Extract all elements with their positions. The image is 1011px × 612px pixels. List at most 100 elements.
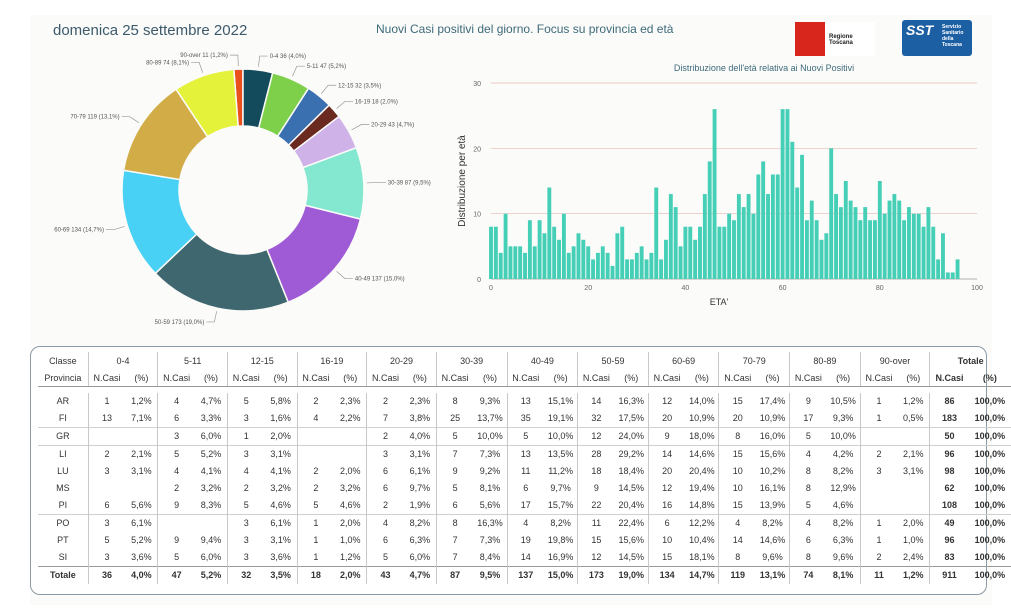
age-bar [872, 220, 877, 279]
age-bar [863, 207, 868, 279]
header-ncasi: N.Casi [227, 369, 265, 387]
pie-leader-line [292, 65, 305, 77]
age-bar [664, 239, 668, 279]
pct-cell: 15,6% [614, 531, 649, 549]
ncasi-cell: 28 [577, 444, 615, 463]
pct-cell: 9,3% [473, 392, 508, 410]
y-tick-label: 0 [477, 277, 481, 284]
age-bar [722, 226, 727, 279]
pct-cell: 3,1% [897, 462, 931, 480]
ncasi-cell: 19 [520, 535, 531, 545]
pct-cell: 9,7% [403, 479, 437, 497]
pct-cell: 14,7% [685, 565, 720, 584]
y-axis-label: Distribuzione per età [457, 135, 468, 227]
header-ncasi-total: N.Casi [929, 369, 969, 387]
pct-cell: 3,3% [194, 409, 228, 427]
ncasi-cell: 5 [174, 552, 180, 562]
age-bar [907, 207, 911, 279]
table-row: MS 2 3,2% 2 3,2% 2 3,2% 6 9,7% 5 8,1% 6 9,7% 9 14,5% 12… [38, 479, 1011, 497]
age-bar [518, 246, 523, 279]
pct-cell: 5,6% [473, 496, 508, 514]
ncasi-cell: 9 [174, 535, 180, 545]
pct-cell: 17,5% [614, 409, 649, 427]
table-row: SI 3 3,6% 5 6,0% 3 3,6% 1 1,2% 5 6,0% 7 8,4% 14 16,9% 1… [38, 548, 1011, 566]
age-bar [756, 174, 761, 279]
ncasi-cell: 12 [662, 483, 673, 493]
age-bar [707, 161, 712, 279]
table-subheader-row: Provincia N.Casi (%) N.Casi (%) N.Casi (%) N.Ca… [38, 369, 1011, 387]
header-pct: (%) [544, 369, 579, 387]
pie-slice-label: 30-39 87 (9,5%) [388, 180, 431, 186]
age-bar [639, 246, 644, 279]
pct-cell: 3,8% [403, 409, 437, 427]
ncasi-cell: 5 [789, 426, 827, 445]
header-pct: (%) [473, 369, 508, 387]
ncasi-cell: 13 [102, 413, 113, 423]
ncasi-cell [297, 426, 335, 445]
total-pct-cell: 100,0% [974, 500, 1006, 510]
pie-slice-label: 12-15 32 (3,5%) [338, 83, 381, 89]
ncasi-cell [88, 480, 125, 497]
header-ncasi: N.Casi [297, 369, 335, 387]
pct-cell: 4,7% [194, 392, 228, 410]
pie-leader-line [121, 116, 140, 123]
table-header-row: Classe 0-4 5-11 12-15 16-19 20-29 30-39 40-49 50… [38, 352, 1011, 369]
ncasi-cell: 5 [383, 552, 389, 562]
pct-cell: 8,2% [826, 513, 861, 532]
pct-cell: 3,1% [403, 444, 437, 463]
ncasi-cell: 32 [227, 565, 265, 584]
pct-cell: 8,1% [473, 479, 508, 497]
province-cell: GR [38, 426, 89, 445]
ncasi-cell: 9 [593, 483, 599, 493]
age-bar [591, 259, 596, 279]
age-bar [625, 259, 630, 279]
ncasi-cell: 14 [591, 396, 602, 406]
age-bar [916, 213, 921, 279]
pct-cell: 22,4% [614, 513, 649, 532]
total-ncasi-cell: 62 [944, 483, 955, 493]
age-bar [688, 226, 693, 279]
age-bar [668, 194, 673, 279]
pie-slice-label: 60-69 134 (14,7%) [54, 228, 104, 234]
ncasi-cell: 16 [662, 500, 673, 510]
pct-cell: 5,2% [125, 531, 159, 549]
total-pct-cell: 100,0% [974, 466, 1006, 476]
page-title: Nuovi Casi positivi del giorno. Focus su… [376, 22, 674, 36]
header-age-class: 20-29 [366, 352, 437, 369]
ncasi-cell [860, 426, 898, 445]
ncasi-cell: 11 [521, 466, 531, 476]
age-bar [809, 200, 814, 279]
age-bar [790, 141, 795, 279]
province-cell: SI [38, 548, 89, 566]
pie-slice-label: 40-49 137 (15,0%) [355, 277, 405, 283]
province-cell: PI [38, 496, 89, 514]
ncasi-cell: 35 [520, 413, 531, 423]
age-bar [824, 233, 829, 279]
pct-cell: 8,2% [756, 513, 791, 532]
pie-slice-label: 90-over 11 (1,2%) [180, 53, 228, 59]
pct-cell: 24,0% [614, 426, 649, 445]
age-bar [838, 207, 843, 279]
ncasi-cell [88, 426, 126, 445]
age-bar [513, 246, 518, 279]
ncasi-cell: 5 [243, 396, 249, 406]
header-pct-total: (%) [968, 369, 1011, 387]
total-ncasi-cell: 911 [929, 565, 969, 584]
pct-cell: 14,5% [614, 479, 649, 497]
ncasi-cell: 2 [174, 483, 180, 493]
pct-cell [334, 444, 368, 463]
ncasi-cell: 5 [243, 500, 249, 510]
pie-slice-label: 80-89 74 (8,1%) [146, 60, 189, 66]
age-bar [800, 154, 804, 279]
age-bar [868, 220, 873, 279]
pct-cell: 11,2% [544, 462, 579, 480]
ncasi-cell: 15 [662, 552, 673, 562]
header-pct: (%) [403, 369, 437, 387]
header-pct: (%) [334, 369, 368, 387]
age-bar [702, 194, 707, 279]
table-row: GR 3 6,0% 1 2,0% 2 4,0% 5 10,0% 5 10,0% 12 24,0% 9 18,… [38, 426, 1011, 445]
province-cell: PT [38, 531, 89, 549]
table-row: LU 3 3,1% 4 4,1% 4 4,1% 2 2,0% 6 6,1% 9 9,2% 11 11,2% 1… [38, 462, 1011, 480]
pct-cell: 3,1% [264, 531, 298, 549]
ncasi-cell: 3 [157, 426, 195, 445]
